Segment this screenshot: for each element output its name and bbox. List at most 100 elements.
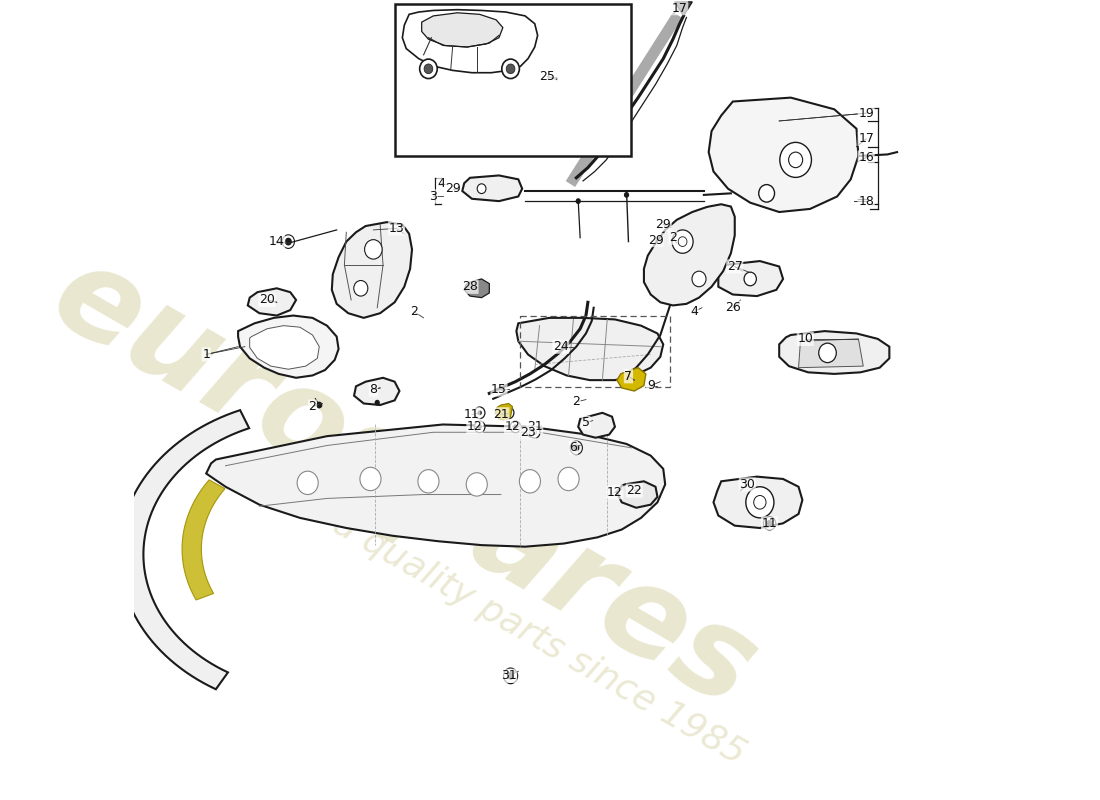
- Polygon shape: [462, 175, 522, 201]
- Text: 11: 11: [761, 517, 778, 530]
- Text: 13: 13: [388, 222, 405, 235]
- Circle shape: [527, 426, 537, 438]
- Polygon shape: [354, 378, 399, 405]
- Circle shape: [529, 429, 534, 434]
- Text: 14: 14: [268, 235, 285, 248]
- Circle shape: [510, 421, 520, 433]
- Polygon shape: [516, 318, 663, 380]
- Circle shape: [754, 495, 766, 509]
- Circle shape: [558, 467, 579, 490]
- Circle shape: [507, 672, 514, 680]
- Polygon shape: [403, 10, 538, 73]
- Polygon shape: [708, 98, 858, 212]
- Text: 31: 31: [500, 670, 517, 682]
- Circle shape: [573, 445, 580, 451]
- Circle shape: [420, 59, 437, 78]
- Text: 7: 7: [625, 370, 632, 382]
- Polygon shape: [238, 315, 339, 378]
- Text: 19: 19: [858, 106, 874, 120]
- Circle shape: [418, 470, 439, 493]
- Text: 4: 4: [437, 177, 444, 190]
- Text: 2: 2: [669, 231, 676, 244]
- Polygon shape: [644, 204, 735, 306]
- Text: 12: 12: [505, 420, 520, 434]
- Polygon shape: [495, 403, 513, 421]
- Circle shape: [789, 152, 803, 168]
- Circle shape: [692, 271, 706, 286]
- Text: 28: 28: [462, 280, 477, 294]
- Text: 4: 4: [690, 305, 698, 318]
- Text: 26: 26: [725, 302, 740, 314]
- Circle shape: [532, 430, 537, 434]
- Circle shape: [477, 424, 482, 430]
- Polygon shape: [248, 288, 296, 315]
- Text: 29: 29: [648, 234, 663, 246]
- Polygon shape: [464, 279, 490, 298]
- Polygon shape: [799, 339, 864, 368]
- Text: 21: 21: [493, 408, 509, 421]
- Text: 16: 16: [858, 151, 874, 164]
- Text: 30: 30: [739, 478, 756, 491]
- Polygon shape: [206, 425, 666, 546]
- Polygon shape: [421, 13, 503, 47]
- Text: 29: 29: [444, 182, 461, 195]
- Text: 12: 12: [468, 420, 483, 434]
- Text: 8: 8: [370, 383, 377, 396]
- Circle shape: [519, 470, 540, 493]
- Circle shape: [466, 473, 487, 496]
- Circle shape: [297, 471, 318, 494]
- Circle shape: [502, 59, 519, 78]
- Text: 18: 18: [858, 194, 874, 208]
- Text: 2: 2: [309, 400, 317, 413]
- Circle shape: [575, 198, 581, 204]
- Text: 2: 2: [410, 305, 418, 318]
- Circle shape: [316, 402, 322, 409]
- Text: 22: 22: [626, 484, 642, 497]
- Circle shape: [425, 64, 432, 74]
- Circle shape: [477, 410, 482, 415]
- Circle shape: [360, 467, 381, 490]
- Text: 11: 11: [464, 408, 480, 421]
- Polygon shape: [718, 261, 783, 296]
- Polygon shape: [674, 2, 692, 16]
- Text: 6: 6: [570, 442, 578, 454]
- Polygon shape: [617, 482, 658, 508]
- Polygon shape: [579, 413, 615, 438]
- Circle shape: [818, 343, 836, 362]
- Text: 17: 17: [672, 2, 688, 14]
- Text: 15: 15: [491, 383, 507, 396]
- Polygon shape: [779, 331, 890, 374]
- Bar: [395, 4, 631, 156]
- Text: 23: 23: [520, 426, 536, 438]
- Circle shape: [759, 185, 774, 202]
- Bar: [520, 315, 670, 387]
- Text: 1: 1: [202, 348, 210, 361]
- Circle shape: [285, 238, 292, 246]
- Circle shape: [514, 424, 518, 430]
- Polygon shape: [714, 477, 802, 528]
- Circle shape: [679, 237, 688, 246]
- Text: 20: 20: [260, 294, 275, 306]
- Circle shape: [624, 192, 629, 198]
- Circle shape: [477, 184, 486, 194]
- Circle shape: [474, 421, 485, 433]
- Polygon shape: [250, 326, 319, 370]
- Circle shape: [375, 400, 379, 406]
- Text: 10: 10: [798, 332, 813, 346]
- Bar: [544, 72, 563, 86]
- Circle shape: [364, 240, 382, 259]
- Text: 3: 3: [429, 190, 437, 203]
- Circle shape: [506, 410, 510, 415]
- Polygon shape: [119, 410, 250, 690]
- Text: 27: 27: [727, 260, 742, 273]
- Circle shape: [780, 142, 812, 178]
- Polygon shape: [183, 480, 226, 600]
- Text: 5: 5: [582, 417, 590, 430]
- Circle shape: [474, 407, 485, 418]
- Circle shape: [744, 272, 757, 286]
- Circle shape: [529, 426, 540, 438]
- Polygon shape: [617, 368, 646, 391]
- Text: a quality parts since 1985: a quality parts since 1985: [328, 506, 751, 770]
- Circle shape: [506, 64, 515, 74]
- Circle shape: [746, 486, 774, 518]
